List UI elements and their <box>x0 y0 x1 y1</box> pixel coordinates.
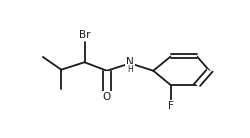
Text: O: O <box>103 92 111 102</box>
Text: Br: Br <box>79 30 90 40</box>
Text: N: N <box>126 57 134 67</box>
Text: H: H <box>127 65 133 74</box>
Text: F: F <box>168 101 174 111</box>
